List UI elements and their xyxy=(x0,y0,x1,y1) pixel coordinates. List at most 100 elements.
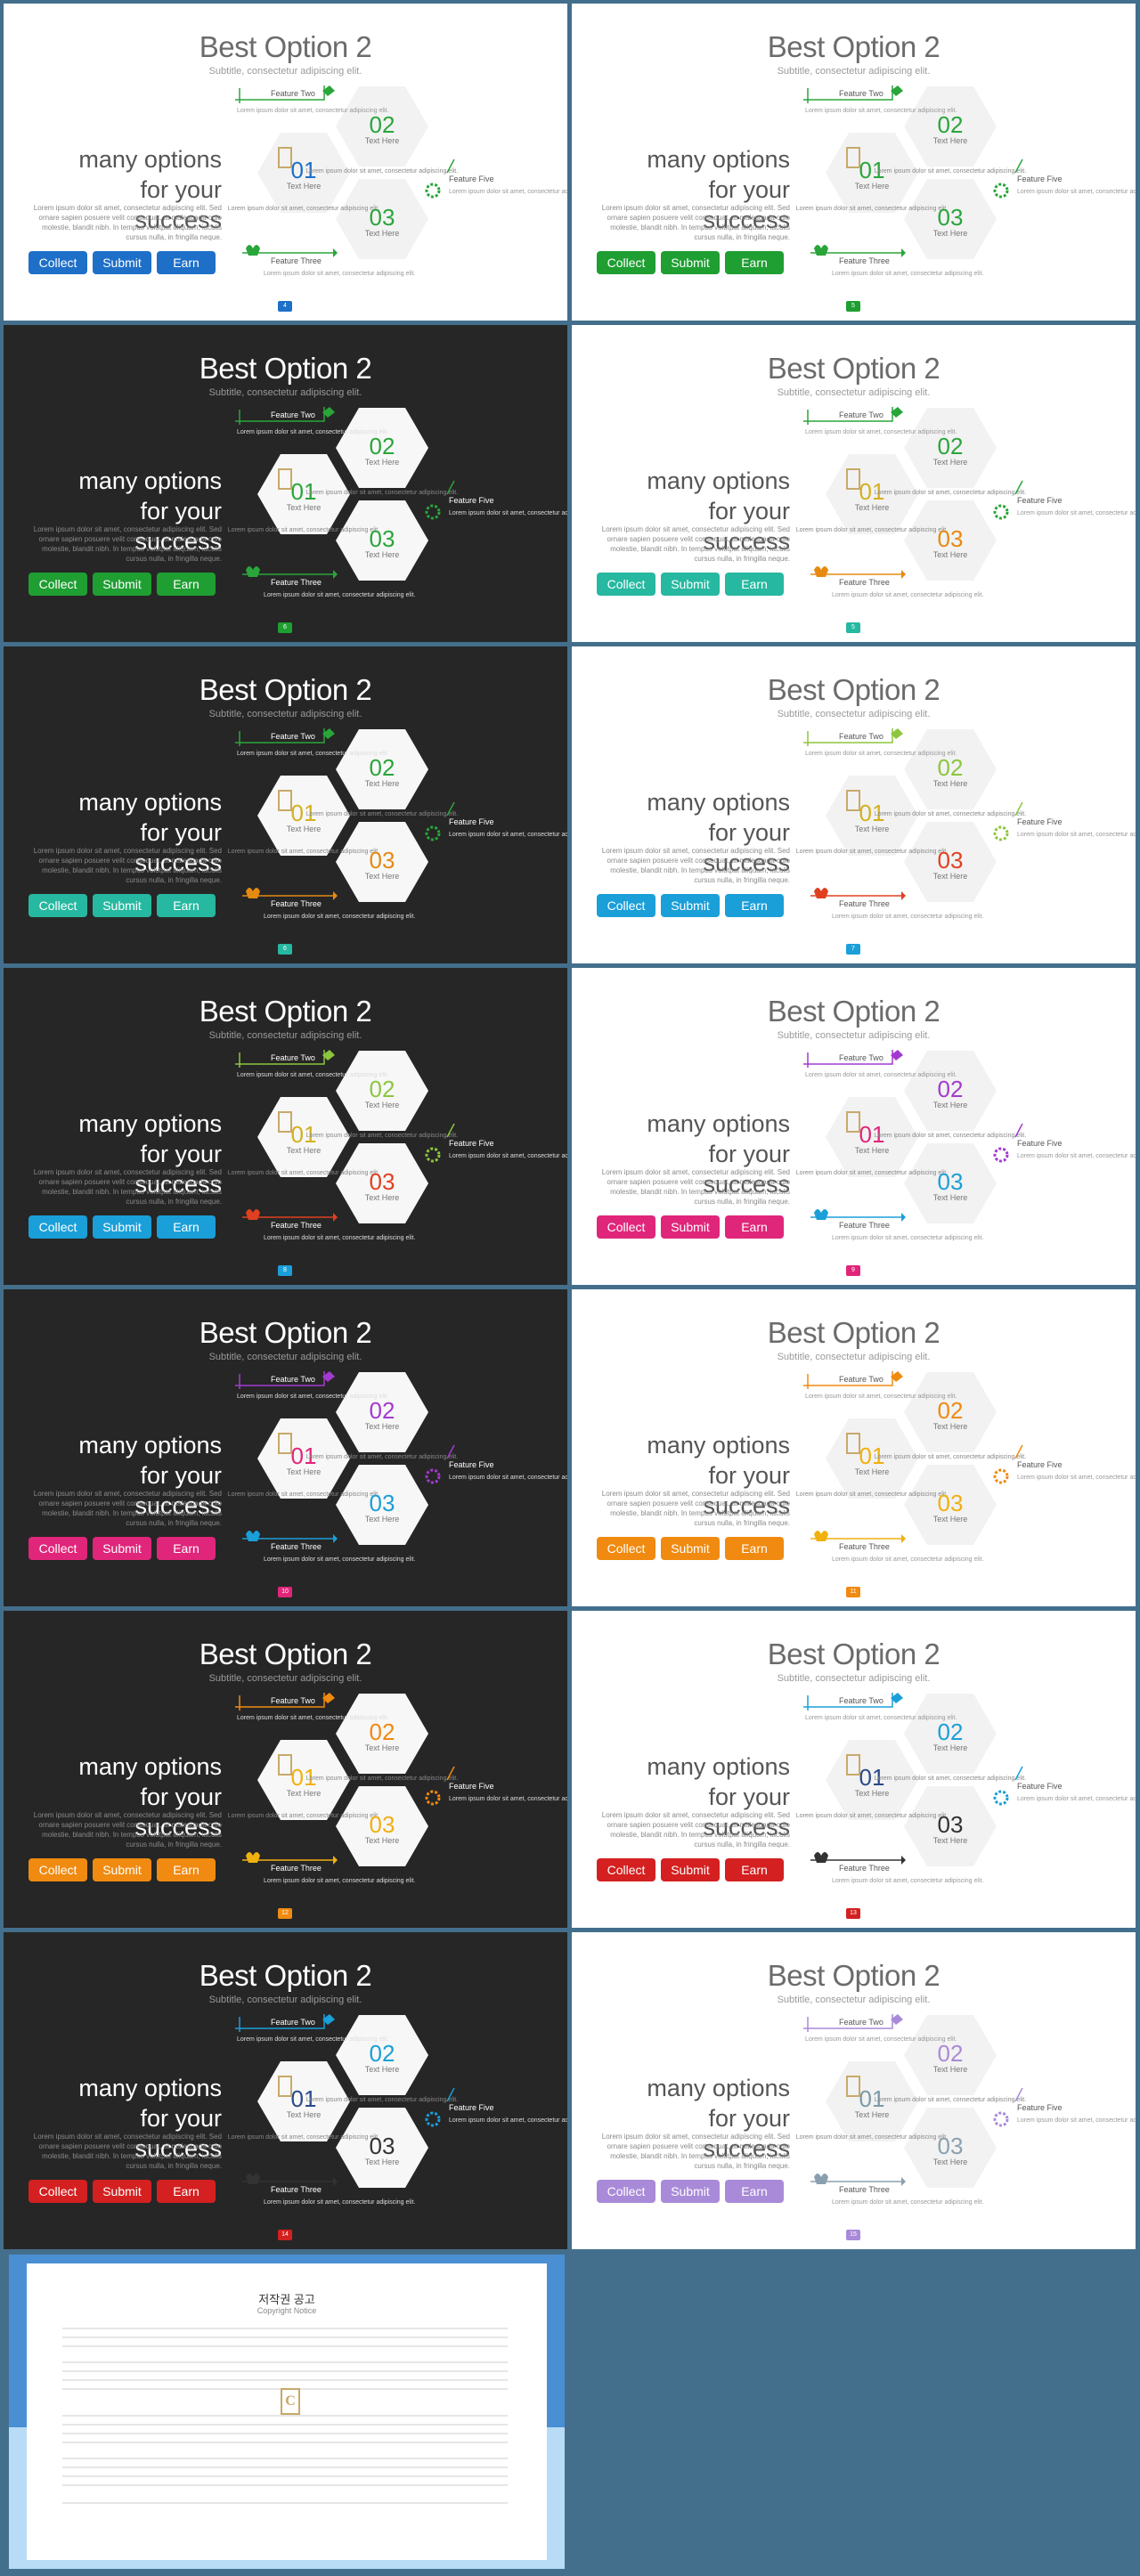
hand-icon xyxy=(246,888,260,898)
page-number: 15 xyxy=(846,2230,860,2240)
arrow-icon xyxy=(901,1856,906,1865)
feature-three-desc: Lorem ipsum dolor sit amet, consectetur … xyxy=(264,1878,415,1884)
feature-three-desc: Lorem ipsum dolor sit amet, consectetur … xyxy=(264,1556,415,1563)
collect-button[interactable]: Collect xyxy=(597,573,656,596)
submit-button[interactable]: Submit xyxy=(661,251,720,274)
earn-button[interactable]: Earn xyxy=(157,1215,216,1239)
feature-three-desc: Lorem ipsum dolor sit amet, consectetur … xyxy=(264,271,415,277)
hex-desc-02: Lorem ipsum dolor sit amet, consectetur … xyxy=(306,811,458,817)
hex-label-02: Text Here xyxy=(365,779,400,788)
hexagon-03 xyxy=(336,2108,428,2188)
connector-feature-five xyxy=(446,2087,455,2102)
collect-button[interactable]: Collect xyxy=(597,1215,656,1239)
earn-button[interactable]: Earn xyxy=(725,1858,784,1881)
slide-title: Best Option 2 xyxy=(199,30,372,63)
heading-line: success xyxy=(703,1814,790,1841)
earn-button[interactable]: Earn xyxy=(157,1537,216,1560)
feature-five-desc: Lorem ipsum dolor sit amet, consectetur … xyxy=(449,1796,567,1802)
feature-five-label: Feature Five xyxy=(1017,496,1063,505)
collect-button[interactable]: Collect xyxy=(28,1215,87,1239)
feature-five-label: Feature Five xyxy=(449,817,494,826)
submit-button[interactable]: Submit xyxy=(93,251,151,274)
hex-number-02: 02 xyxy=(938,754,964,781)
slide-heading: many options for your success xyxy=(607,144,790,235)
slide-subtitle: Subtitle, consectetur adipiscing elit. xyxy=(777,1352,931,1362)
earn-button[interactable]: Earn xyxy=(725,894,784,917)
collect-button[interactable]: Collect xyxy=(597,1858,656,1881)
earn-button[interactable]: Earn xyxy=(157,1858,216,1881)
submit-button[interactable]: Submit xyxy=(661,1537,720,1560)
heading-line: many options xyxy=(647,146,790,173)
submit-button[interactable]: Submit xyxy=(661,894,720,917)
submit-button[interactable]: Submit xyxy=(93,1537,151,1560)
hex-label-01: Text Here xyxy=(855,1146,890,1155)
hex-label-01: Text Here xyxy=(287,503,322,512)
hex-desc-01: Lorem ipsum dolor sit amet, consectetur … xyxy=(796,1170,948,1176)
earn-button[interactable]: Earn xyxy=(157,2180,216,2203)
copyright-subtitle: Copyright Notice xyxy=(256,2306,317,2315)
slide-body-text: Lorem ipsum dolor sit amet, consectetur … xyxy=(601,204,790,241)
heading-line: for your xyxy=(708,498,790,524)
collect-button[interactable]: Collect xyxy=(28,894,87,917)
feature-three-label: Feature Three xyxy=(271,2185,322,2194)
collect-button[interactable]: Collect xyxy=(597,2180,656,2203)
earn-button[interactable]: Earn xyxy=(157,573,216,596)
tag-icon xyxy=(322,1693,335,1703)
collect-button[interactable]: Collect xyxy=(28,251,87,274)
copyright-text-block xyxy=(62,2502,508,2511)
logo-badge xyxy=(846,468,860,490)
earn-button[interactable]: Earn xyxy=(725,2180,784,2203)
collect-button[interactable]: Collect xyxy=(597,251,656,274)
submit-button[interactable]: Submit xyxy=(661,1858,720,1881)
page-number: 7 xyxy=(846,944,860,955)
submit-button[interactable]: Submit xyxy=(661,2180,720,2203)
earn-button[interactable]: Earn xyxy=(725,251,784,274)
slide-title: Best Option 2 xyxy=(199,1959,372,1992)
slide-subtitle: Subtitle, consectetur adipiscing elit. xyxy=(777,387,931,398)
collect-button[interactable]: Collect xyxy=(28,2180,87,2203)
earn-button[interactable]: Earn xyxy=(157,251,216,274)
earn-button[interactable]: Earn xyxy=(725,1537,784,1560)
submit-button[interactable]: Submit xyxy=(93,573,151,596)
hex-number-02: 02 xyxy=(370,433,395,459)
collect-button[interactable]: Collect xyxy=(597,894,656,917)
slide-body-text: Lorem ipsum dolor sit amet, consectetur … xyxy=(33,1490,222,1527)
submit-button[interactable]: Submit xyxy=(93,1215,151,1239)
collect-button[interactable]: Collect xyxy=(28,1537,87,1560)
gear-icon xyxy=(425,183,441,199)
hex-label-03: Text Here xyxy=(365,1193,400,1202)
hex-label-03: Text Here xyxy=(365,550,400,559)
hex-number-02: 02 xyxy=(370,1076,395,1102)
hexagon-diagram: 01 Text Here Lorem ipsum dolor sit amet,… xyxy=(796,85,1136,277)
feature-two-desc: Lorem ipsum dolor sit amet, consectetur … xyxy=(237,751,388,757)
earn-button[interactable]: Earn xyxy=(157,894,216,917)
submit-button[interactable]: Submit xyxy=(93,894,151,917)
collect-button[interactable]: Collect xyxy=(28,573,87,596)
feature-two-label: Feature Two xyxy=(271,410,315,419)
logo-badge xyxy=(278,147,292,168)
slide: Best Option 2 Subtitle, consectetur adip… xyxy=(572,325,1136,642)
heading-line: for your xyxy=(140,176,222,203)
earn-button[interactable]: Earn xyxy=(725,573,784,596)
hand-icon xyxy=(246,1209,260,1220)
earn-button[interactable]: Earn xyxy=(725,1215,784,1239)
hex-number-03: 03 xyxy=(938,525,964,552)
submit-button[interactable]: Submit xyxy=(93,2180,151,2203)
hexagon-01 xyxy=(826,454,918,534)
hand-icon xyxy=(814,566,828,577)
slide-title: Best Option 2 xyxy=(767,673,940,706)
submit-button[interactable]: Submit xyxy=(661,573,720,596)
arrow-icon xyxy=(333,891,338,900)
hex-label-03: Text Here xyxy=(933,1836,968,1845)
heading-line: many options xyxy=(78,1753,222,1780)
heading-line: success xyxy=(134,528,222,555)
submit-button[interactable]: Submit xyxy=(661,1215,720,1239)
feature-three-label: Feature Three xyxy=(271,899,322,908)
arrow-icon xyxy=(901,1213,906,1222)
collect-button[interactable]: Collect xyxy=(28,1858,87,1881)
tag-icon xyxy=(891,407,903,418)
feature-two-desc: Lorem ipsum dolor sit amet, consectetur … xyxy=(805,1072,957,1078)
feature-two-label: Feature Two xyxy=(839,410,884,419)
submit-button[interactable]: Submit xyxy=(93,1858,151,1881)
collect-button[interactable]: Collect xyxy=(597,1537,656,1560)
